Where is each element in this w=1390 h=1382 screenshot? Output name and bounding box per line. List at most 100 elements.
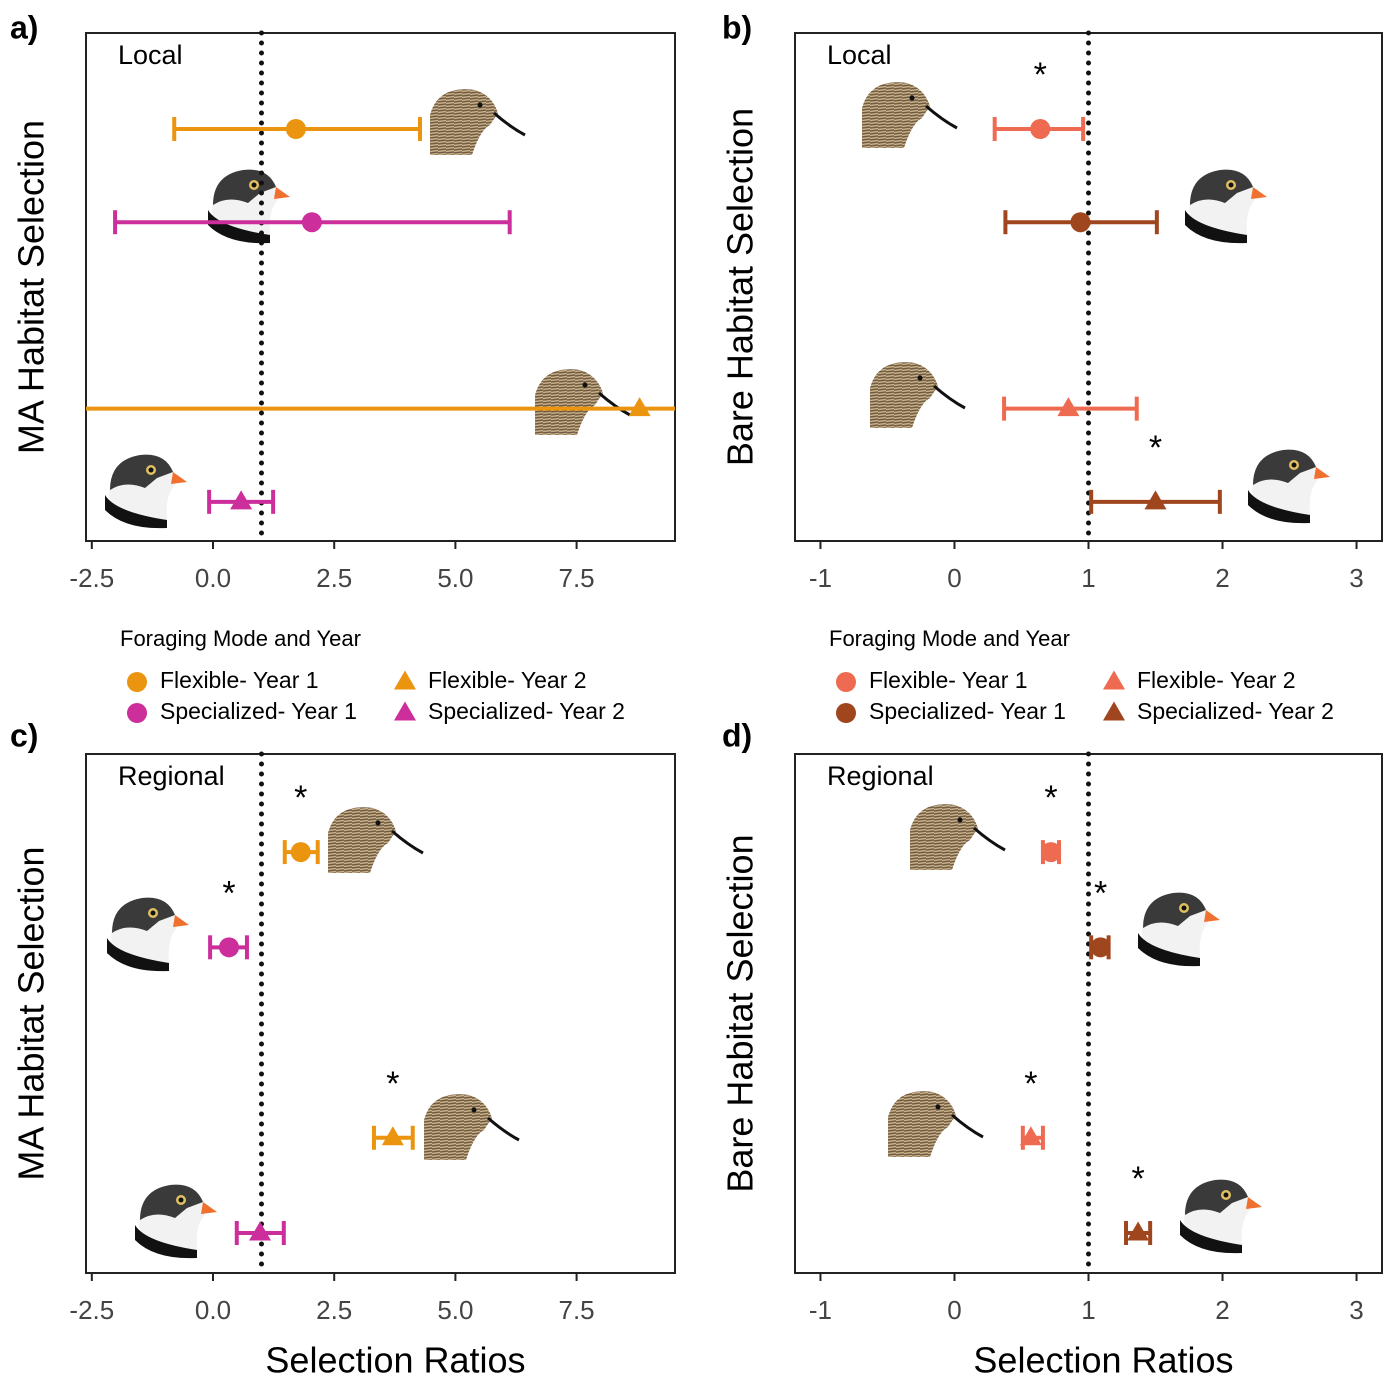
- curlew-icon: [326, 805, 425, 875]
- y-axis-title: Bare Habitat Selection: [720, 834, 761, 1192]
- legend-label: Flexible- Year 2: [428, 667, 587, 693]
- legend-label: Flexible- Year 2: [1137, 667, 1296, 693]
- legend-marker: [394, 701, 416, 721]
- point: [1030, 119, 1051, 140]
- plover-icon: [1185, 169, 1267, 244]
- plover-icon: [208, 169, 290, 244]
- legend-marker: [1103, 701, 1125, 721]
- x-tick-label: 3: [1349, 563, 1363, 593]
- point: [301, 212, 322, 233]
- point: [230, 490, 253, 510]
- x-tick-label: -2.5: [69, 1295, 114, 1325]
- point: [1144, 490, 1167, 510]
- legend-label: Specialized- Year 1: [160, 698, 357, 724]
- x-tick-label: 0: [947, 563, 961, 593]
- significance-mark: *: [1149, 429, 1162, 467]
- point: [1019, 1126, 1042, 1146]
- x-tick-label: -1: [809, 1295, 832, 1325]
- scale-label: Local: [118, 40, 183, 70]
- x-axis-title: Selection Ratios: [265, 1340, 525, 1381]
- curlew-icon: [908, 802, 1007, 872]
- panel-label: d): [722, 717, 752, 753]
- x-tick-label: 0.0: [195, 563, 231, 593]
- curlew-icon: [533, 367, 632, 437]
- y-axis-title: MA Habitat Selection: [11, 846, 52, 1180]
- significance-mark: *: [1034, 56, 1047, 94]
- significance-mark: *: [1044, 779, 1057, 817]
- significance-mark: *: [1024, 1065, 1037, 1103]
- curlew-icon: [422, 1092, 521, 1162]
- x-tick-label: -1: [809, 563, 832, 593]
- point: [285, 119, 306, 140]
- panel-label: c): [10, 717, 38, 753]
- point: [381, 1126, 404, 1146]
- panel: a) Local MA Habitat Selection -2.5 0.0 2.5 5.0…: [10, 9, 676, 724]
- panel-label: b): [722, 9, 752, 45]
- legend-label: Specialized- Year 2: [428, 698, 625, 724]
- x-tick-label: 0: [947, 1295, 961, 1325]
- curlew-icon: [868, 360, 967, 430]
- plover-icon: [135, 1184, 217, 1259]
- series-group: [992, 117, 1222, 514]
- legend-label: Specialized- Year 1: [869, 698, 1066, 724]
- x-tick-label: 0.0: [195, 1295, 231, 1325]
- panel: b) Local Bare Habitat Selection -1 0 1 2 3 * * For…: [720, 9, 1383, 724]
- plover-icon: [105, 454, 187, 529]
- series-group: [208, 840, 415, 1246]
- x-tick-label: 2: [1215, 1295, 1229, 1325]
- scale-label: Regional: [118, 761, 225, 791]
- curlew-icon: [428, 87, 527, 157]
- y-axis-title: MA Habitat Selection: [11, 120, 52, 454]
- significance-mark: *: [294, 779, 307, 817]
- series-group: [1019, 840, 1153, 1246]
- point: [219, 937, 240, 958]
- x-tick-label: 2: [1215, 563, 1229, 593]
- legend-label: Flexible- Year 1: [160, 667, 319, 693]
- x-tick-label: 2.5: [316, 563, 352, 593]
- x-tick-label: -2.5: [69, 563, 114, 593]
- x-tick-label: 2.5: [316, 1295, 352, 1325]
- x-tick-label: 3: [1349, 1295, 1363, 1325]
- panel: d) Regional Bare Habitat Selection Selectio…: [720, 717, 1383, 1381]
- curlew-icon: [860, 80, 959, 150]
- point: [1090, 937, 1111, 958]
- scale-label: Regional: [827, 761, 934, 791]
- x-tick-label: 5.0: [437, 563, 473, 593]
- point: [1127, 1221, 1150, 1241]
- legend-marker: [836, 672, 856, 692]
- plot-frame: [85, 753, 676, 1274]
- legend-marker: [836, 703, 856, 723]
- x-tick-label: 5.0: [437, 1295, 473, 1325]
- x-tick-label: 7.5: [559, 563, 595, 593]
- plover-icon: [1180, 1179, 1262, 1254]
- point: [1040, 842, 1061, 863]
- series-group: [86, 117, 675, 514]
- y-axis-title: Bare Habitat Selection: [720, 108, 761, 466]
- point: [1070, 212, 1091, 233]
- plover-icon: [1138, 892, 1220, 967]
- plot-frame: [85, 32, 676, 542]
- legend-label: Specialized- Year 2: [1137, 698, 1334, 724]
- legend-label: Flexible- Year 1: [869, 667, 1028, 693]
- significance-mark: *: [1131, 1160, 1144, 1198]
- legend-marker: [127, 703, 147, 723]
- significance-mark: *: [222, 874, 235, 912]
- panel-label: a): [10, 9, 38, 45]
- curlew-icon: [886, 1089, 985, 1159]
- legend: Foraging Mode and Year Flexible- Year 1 Sp…: [120, 626, 625, 724]
- x-tick-label: 7.5: [559, 1295, 595, 1325]
- point: [249, 1221, 272, 1241]
- significance-mark: *: [386, 1065, 399, 1103]
- point: [628, 397, 651, 417]
- x-tick-label: 1: [1081, 1295, 1095, 1325]
- legend-marker: [127, 672, 147, 692]
- point: [1057, 397, 1080, 417]
- x-tick-label: 1: [1081, 563, 1095, 593]
- panel: c) Regional MA Habitat Selection Selection …: [10, 717, 676, 1381]
- point: [290, 842, 311, 863]
- significance-mark: *: [1094, 874, 1107, 912]
- scale-label: Local: [827, 40, 892, 70]
- legend: Foraging Mode and Year Flexible- Year 1 Sp…: [829, 626, 1334, 724]
- legend-marker: [394, 670, 416, 690]
